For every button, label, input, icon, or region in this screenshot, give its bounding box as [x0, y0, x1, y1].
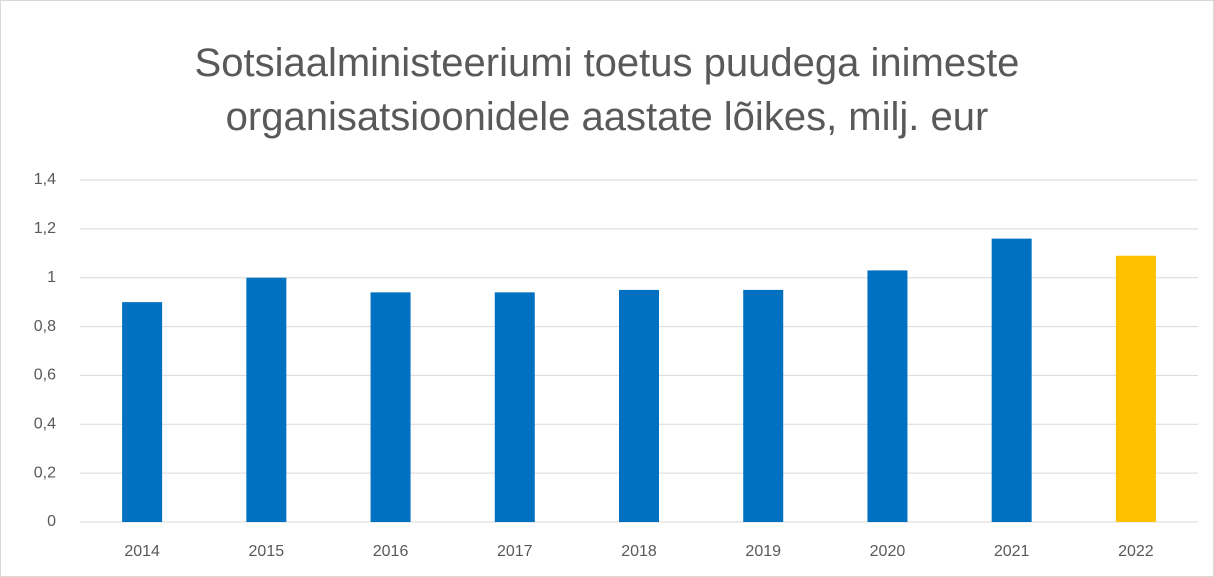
y-tick-label: 1,2: [34, 220, 56, 237]
y-tick-label: 0: [47, 513, 56, 530]
bar: [494, 292, 535, 522]
bar: [1115, 255, 1156, 522]
y-tick-label: 1,4: [34, 171, 56, 188]
x-tick-label: 2014: [124, 543, 160, 560]
y-tick-label: 0,4: [34, 416, 56, 433]
y-tick-label: 0,8: [34, 318, 56, 335]
y-tick-label: 1: [47, 269, 56, 286]
bar: [370, 292, 411, 522]
bar: [867, 270, 908, 522]
x-tick-label: 2022: [1118, 543, 1154, 560]
x-tick-label: 2016: [373, 543, 409, 560]
x-tick-label: 2017: [497, 543, 533, 560]
chart-title: Sotsiaalministeeriumi toetus puudega ini…: [194, 41, 1020, 139]
x-tick-label: 2020: [870, 543, 906, 560]
x-tick-label: 2018: [621, 543, 657, 560]
y-tick-label: 0,6: [34, 367, 56, 384]
bar: [619, 289, 659, 522]
x-tick-label: 2015: [249, 543, 285, 560]
bar: [246, 277, 287, 522]
y-tick-label: 0,2: [34, 464, 56, 481]
bar: [743, 289, 784, 522]
bar: [991, 238, 1032, 522]
x-tick-label: 2021: [994, 543, 1030, 560]
x-tick-label: 2019: [745, 543, 781, 560]
bar: [122, 302, 163, 522]
